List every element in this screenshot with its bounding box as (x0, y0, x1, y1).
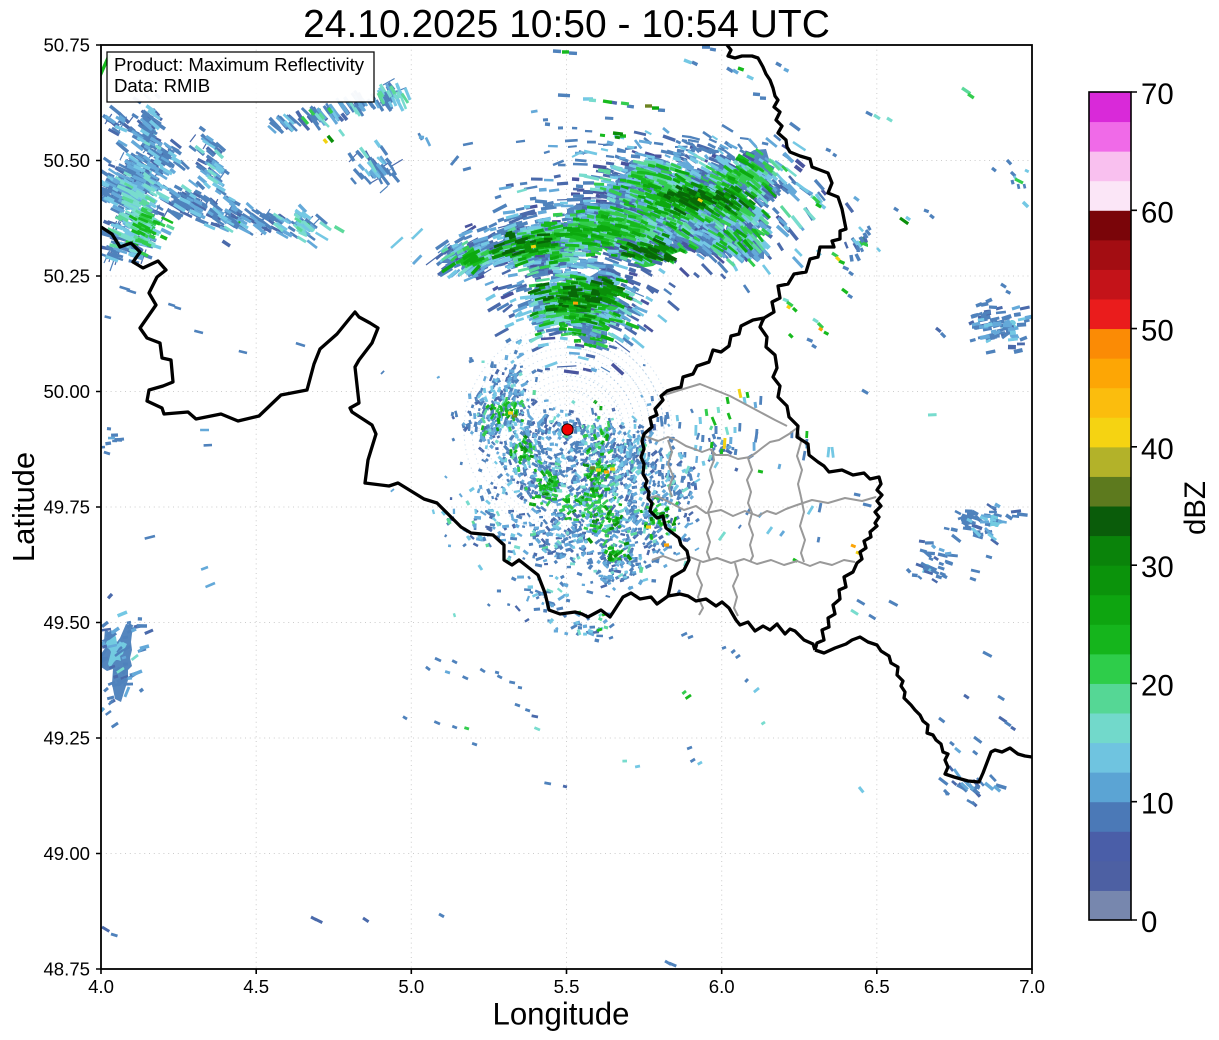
svg-text:50.75: 50.75 (43, 35, 90, 56)
svg-text:5.5: 5.5 (554, 976, 580, 997)
svg-text:60: 60 (1141, 196, 1174, 229)
svg-text:Latitude: Latitude (6, 452, 41, 562)
svg-text:49.75: 49.75 (43, 497, 90, 518)
svg-text:49.25: 49.25 (43, 728, 90, 749)
svg-text:49.00: 49.00 (43, 843, 90, 864)
svg-text:Longitude: Longitude (492, 997, 629, 1032)
svg-text:7.0: 7.0 (1019, 976, 1045, 997)
svg-text:6.0: 6.0 (709, 976, 735, 997)
svg-text:dBZ: dBZ (1179, 481, 1212, 535)
svg-text:50.25: 50.25 (43, 266, 90, 287)
svg-text:40: 40 (1141, 433, 1174, 466)
svg-text:Data: RMIB: Data: RMIB (114, 75, 210, 96)
svg-text:5.0: 5.0 (398, 976, 424, 997)
svg-text:10: 10 (1141, 788, 1174, 821)
svg-text:48.75: 48.75 (43, 959, 90, 980)
svg-text:6.5: 6.5 (864, 976, 890, 997)
svg-text:20: 20 (1141, 669, 1174, 702)
svg-text:50.50: 50.50 (43, 150, 90, 171)
svg-text:4.5: 4.5 (243, 976, 269, 997)
svg-text:50.00: 50.00 (43, 381, 90, 402)
svg-text:4.0: 4.0 (88, 976, 114, 997)
svg-text:24.10.2025 10:50 - 10:54 UTC: 24.10.2025 10:50 - 10:54 UTC (303, 3, 830, 46)
svg-text:50: 50 (1141, 315, 1174, 348)
svg-text:30: 30 (1141, 551, 1174, 584)
svg-text:70: 70 (1141, 78, 1174, 111)
svg-text:49.50: 49.50 (43, 612, 90, 633)
svg-text:Product: Maximum Reflectivity: Product: Maximum Reflectivity (114, 54, 365, 75)
svg-text:0: 0 (1141, 906, 1157, 939)
